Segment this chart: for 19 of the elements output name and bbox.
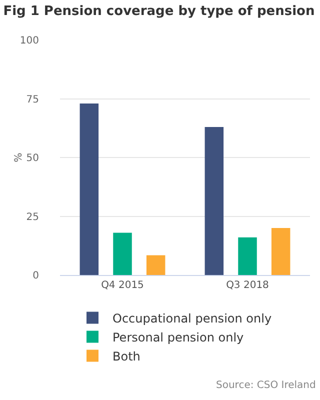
legend-label: Personal pension only (112, 330, 244, 344)
legend-label: Both (112, 349, 140, 364)
y-tick-label: 100 (20, 36, 39, 46)
bar (271, 228, 290, 275)
y-tick-label: 0 (32, 270, 39, 282)
bar (146, 255, 166, 275)
chart-title: Fig 1 Pension coverage by type of pension (3, 4, 315, 20)
x-tick-label: Q3 2018 (226, 280, 269, 291)
bar (80, 103, 99, 275)
y-axis-title: % (13, 152, 24, 162)
y-tick-label: 75 (26, 94, 39, 106)
y-tick-label: 25 (26, 212, 39, 223)
bar (204, 126, 224, 275)
bar (113, 232, 132, 275)
source-note: Source: CSO Ireland (216, 380, 316, 391)
x-tick-label: Q4 2015 (101, 280, 144, 291)
legend-label: Occupational pension only (112, 311, 272, 326)
bar (238, 237, 257, 275)
y-tick-label: 50 (26, 153, 39, 164)
